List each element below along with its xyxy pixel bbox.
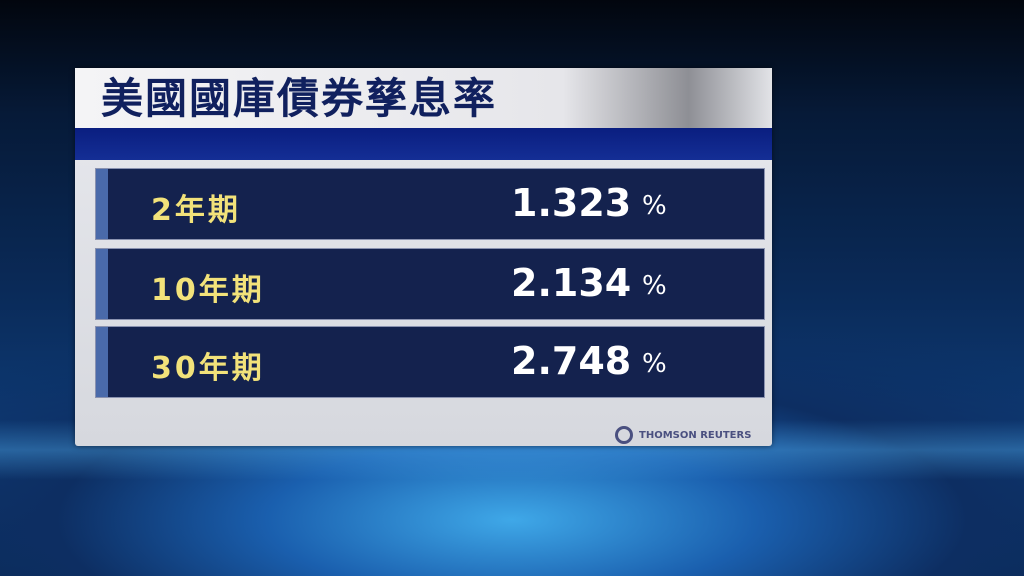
row-stripe	[96, 327, 108, 397]
table-row: 30年期 2.748 %	[95, 326, 765, 398]
table-row: 2年期 1.323 %	[95, 168, 765, 240]
source-logo: THOMSON REUTERS	[615, 426, 751, 444]
yield-value: 1.323	[511, 181, 632, 225]
yield-value: 2.748	[511, 339, 632, 383]
source-logo-text: THOMSON REUTERS	[639, 429, 752, 441]
term-label: 30年期	[151, 351, 265, 386]
yield-value: 2.134	[511, 261, 632, 305]
percent-unit: %	[642, 191, 667, 221]
yield-panel: 美國國庫債券孳息率 2年期 1.323 % 10年期 2.134 % 30年期 …	[75, 68, 772, 446]
title-band: 美國國庫債券孳息率	[75, 68, 772, 128]
header-bar	[75, 128, 772, 160]
percent-unit: %	[642, 271, 667, 301]
percent-unit: %	[642, 349, 667, 379]
table-row: 10年期 2.134 %	[95, 248, 765, 320]
term-label: 2年期	[151, 193, 241, 228]
row-stripe	[96, 249, 108, 319]
row-stripe	[96, 169, 108, 239]
term-label: 10年期	[151, 273, 265, 308]
panel-title: 美國國庫債券孳息率	[101, 74, 498, 123]
thomson-reuters-logo-icon	[615, 426, 633, 444]
